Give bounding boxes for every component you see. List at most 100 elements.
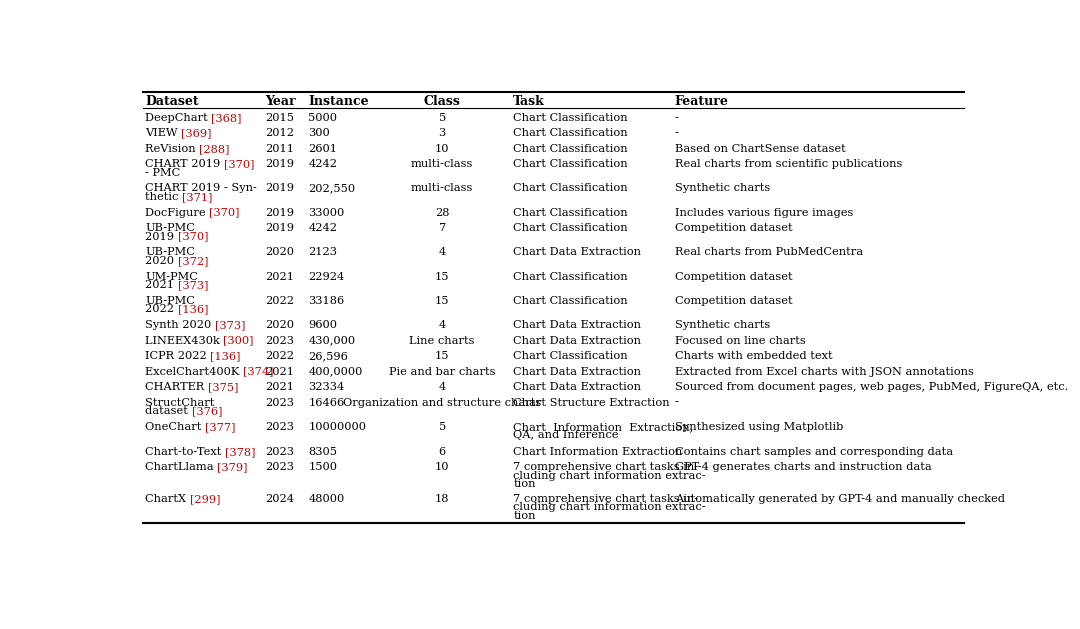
- Text: 8305: 8305: [308, 447, 337, 457]
- Text: cluding chart information extrac-: cluding chart information extrac-: [513, 471, 706, 481]
- Text: Synthetic charts: Synthetic charts: [675, 320, 770, 330]
- Text: multi-class: multi-class: [411, 159, 473, 169]
- Text: Chart Data Extraction: Chart Data Extraction: [513, 382, 642, 392]
- Text: [136]: [136]: [211, 351, 241, 361]
- Text: 2020: 2020: [265, 320, 294, 330]
- Text: 2019: 2019: [145, 231, 178, 242]
- Text: 22924: 22924: [308, 272, 345, 282]
- Text: Chart Data Extraction: Chart Data Extraction: [513, 367, 642, 377]
- Text: 2020: 2020: [265, 247, 294, 257]
- Text: 2023: 2023: [265, 422, 294, 431]
- Text: 400,0000: 400,0000: [308, 367, 363, 377]
- Text: 2021: 2021: [265, 367, 294, 377]
- Text: 2019: 2019: [265, 223, 294, 233]
- Text: 2015: 2015: [265, 113, 294, 123]
- Text: Extracted from Excel charts with JSON annotations: Extracted from Excel charts with JSON an…: [675, 367, 974, 377]
- Text: 4: 4: [438, 320, 446, 330]
- Text: [373]: [373]: [215, 320, 245, 330]
- Text: 2021: 2021: [265, 382, 294, 392]
- Text: [373]: [373]: [178, 280, 208, 290]
- Text: [369]: [369]: [181, 128, 212, 138]
- Text: [288]: [288]: [200, 144, 230, 153]
- Text: 430,000: 430,000: [308, 335, 355, 345]
- Text: Chart Data Extraction: Chart Data Extraction: [513, 247, 642, 257]
- Text: Chart Classification: Chart Classification: [513, 272, 627, 282]
- Text: tion: tion: [513, 479, 536, 489]
- Text: [299]: [299]: [190, 494, 220, 504]
- Text: -: -: [675, 128, 683, 138]
- Text: 15: 15: [435, 351, 449, 361]
- Text: 4242: 4242: [308, 159, 337, 169]
- Text: DeepChart: DeepChart: [145, 113, 212, 123]
- Text: 6: 6: [438, 447, 446, 457]
- Text: -: -: [675, 398, 678, 408]
- Text: 2012: 2012: [265, 128, 294, 138]
- Text: ReVision: ReVision: [145, 144, 200, 153]
- Text: 3: 3: [438, 128, 446, 138]
- Text: 2023: 2023: [265, 447, 294, 457]
- Text: 300: 300: [308, 128, 330, 138]
- Text: Chart  Information  Extraction,: Chart Information Extraction,: [513, 422, 693, 431]
- Text: UB-PMC: UB-PMC: [145, 296, 194, 306]
- Text: Competition dataset: Competition dataset: [675, 296, 793, 306]
- Text: Chart Classification: Chart Classification: [513, 159, 627, 169]
- Text: 32334: 32334: [308, 382, 345, 392]
- Text: Synthetic charts: Synthetic charts: [675, 184, 770, 194]
- Text: Sourced from document pages, web pages, PubMed, FigureQA, etc.: Sourced from document pages, web pages, …: [675, 382, 1068, 392]
- Text: Charts with embedded text: Charts with embedded text: [675, 351, 833, 361]
- Text: Synth 2020: Synth 2020: [145, 320, 215, 330]
- Text: Chart Data Extraction: Chart Data Extraction: [513, 320, 642, 330]
- Text: 33000: 33000: [308, 208, 345, 218]
- Text: 2023: 2023: [265, 462, 294, 472]
- Text: UB-PMC: UB-PMC: [145, 247, 194, 257]
- Text: 2123: 2123: [308, 247, 337, 257]
- Text: Pie and bar charts: Pie and bar charts: [389, 367, 496, 377]
- Text: Chart Information Extraction: Chart Information Extraction: [513, 447, 683, 457]
- Text: Feature: Feature: [675, 95, 729, 108]
- Text: 2022: 2022: [265, 351, 294, 361]
- Text: Competition dataset: Competition dataset: [675, 272, 793, 282]
- Text: 16466: 16466: [308, 398, 345, 408]
- Text: 5000: 5000: [308, 113, 337, 123]
- Text: [136]: [136]: [178, 304, 208, 314]
- Text: multi-class: multi-class: [411, 184, 473, 194]
- Text: 4: 4: [438, 247, 446, 257]
- Text: 10000000: 10000000: [308, 422, 366, 431]
- Text: OneChart: OneChart: [145, 422, 205, 431]
- Text: Chart Classification: Chart Classification: [513, 208, 627, 218]
- Text: 10: 10: [435, 144, 449, 153]
- Text: ChartX: ChartX: [145, 494, 190, 504]
- Text: CHART 2019: CHART 2019: [145, 159, 224, 169]
- Text: [372]: [372]: [178, 256, 208, 266]
- Text: 4: 4: [438, 382, 446, 392]
- Text: Instance: Instance: [308, 95, 369, 108]
- Text: StructChart: StructChart: [145, 398, 215, 408]
- Text: [368]: [368]: [212, 113, 242, 123]
- Text: 5: 5: [438, 422, 446, 431]
- Text: Automatically generated by GPT-4 and manually checked: Automatically generated by GPT-4 and man…: [675, 494, 1004, 504]
- Text: [370]: [370]: [210, 208, 240, 218]
- Text: LINEEX430k: LINEEX430k: [145, 335, 224, 345]
- Text: 2021: 2021: [265, 272, 294, 282]
- Text: Competition dataset: Competition dataset: [675, 223, 793, 233]
- Text: [375]: [375]: [208, 382, 239, 392]
- Text: UM-PMC: UM-PMC: [145, 272, 198, 282]
- Text: 2019: 2019: [265, 184, 294, 194]
- Text: 15: 15: [435, 296, 449, 306]
- Text: [379]: [379]: [217, 462, 247, 472]
- Text: 2021: 2021: [145, 280, 178, 290]
- Text: 2601: 2601: [308, 144, 337, 153]
- Text: 2011: 2011: [265, 144, 294, 153]
- Text: Focused on line charts: Focused on line charts: [675, 335, 806, 345]
- Text: 7 comprehensive chart tasks in-: 7 comprehensive chart tasks in-: [513, 494, 699, 504]
- Text: 28: 28: [435, 208, 449, 218]
- Text: 2024: 2024: [265, 494, 294, 504]
- Text: Synthesized using Matplotlib: Synthesized using Matplotlib: [675, 422, 843, 431]
- Text: Chart Classification: Chart Classification: [513, 128, 627, 138]
- Text: 2020: 2020: [145, 256, 178, 266]
- Text: 33186: 33186: [308, 296, 345, 306]
- Text: cluding chart information extrac-: cluding chart information extrac-: [513, 503, 706, 513]
- Text: 2023: 2023: [265, 398, 294, 408]
- Text: Real charts from PubMedCentra: Real charts from PubMedCentra: [675, 247, 863, 257]
- Text: CHART 2019 - Syn-: CHART 2019 - Syn-: [145, 184, 257, 194]
